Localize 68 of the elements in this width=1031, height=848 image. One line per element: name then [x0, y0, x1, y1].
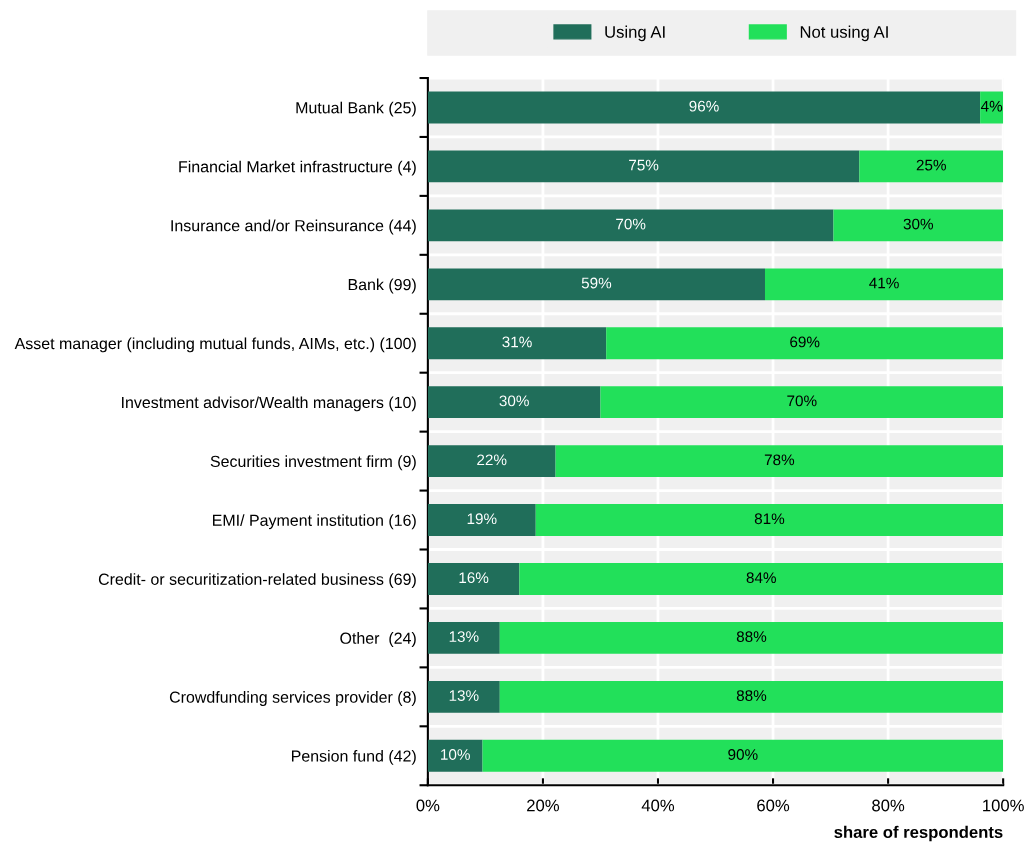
- data-label: 70%: [616, 218, 646, 230]
- data-label: 69%: [790, 336, 820, 348]
- bar: [535, 504, 1004, 536]
- bar: [427, 268, 765, 301]
- data-label: 88%: [736, 631, 767, 643]
- data-label: 70%: [787, 395, 817, 407]
- bar: [427, 504, 536, 536]
- data-label: 96%: [689, 100, 719, 112]
- bar: [606, 327, 1004, 360]
- data-label: 19%: [467, 513, 497, 525]
- bar: [427, 680, 500, 713]
- x-tick-label: 60%: [757, 799, 790, 812]
- legend-label: Using AI: [605, 25, 665, 42]
- bar: [427, 739, 483, 772]
- bar: [482, 739, 1004, 772]
- data-label: 10%: [441, 749, 470, 760]
- x-tick-label: 100%: [983, 799, 1024, 812]
- x-tick-label: 40%: [641, 799, 675, 812]
- y-tick-label: Investment advisor/Wealth managers (10): [122, 396, 416, 412]
- data-label: 90%: [728, 749, 758, 760]
- bar: [764, 268, 1004, 301]
- bar: [427, 386, 601, 419]
- bar: [833, 209, 1004, 242]
- bar: [427, 622, 500, 654]
- y-tick-label: Other (24): [340, 632, 416, 647]
- y-tick-label: Financial Market infrastructure (4): [179, 160, 416, 176]
- bar: [859, 150, 1004, 183]
- data-label: 30%: [903, 218, 934, 230]
- y-tick-label: EMI/ Payment institution (16): [213, 514, 416, 530]
- data-label: 16%: [459, 572, 489, 584]
- bar: [427, 445, 556, 478]
- data-label: 81%: [754, 513, 785, 525]
- y-tick-label: Bank (99): [348, 278, 416, 294]
- y-tick-label: Crowdfunding services provider (8): [169, 691, 416, 706]
- bar: [555, 445, 1004, 478]
- data-label: 41%: [869, 277, 899, 289]
- bar: [427, 91, 981, 124]
- data-label: 25%: [916, 159, 946, 171]
- bar: [427, 150, 860, 183]
- data-label: 88%: [736, 690, 767, 701]
- y-tick-label: Mutual Bank (25): [296, 101, 416, 117]
- bar: [427, 563, 520, 595]
- y-tick-label: Credit- or securitization-related business (69): [98, 573, 416, 589]
- bar: [427, 209, 834, 242]
- y-tick-label: Securities investment firm (9): [210, 455, 416, 471]
- bar: [499, 622, 1004, 654]
- data-label: 75%: [629, 159, 659, 171]
- data-label: 59%: [581, 277, 612, 289]
- data-label: 78%: [764, 454, 795, 466]
- x-axis-title: share of respondents: [834, 825, 1003, 842]
- x-tick-label: 20%: [527, 799, 560, 812]
- data-label: 22%: [477, 454, 507, 466]
- x-tick-label: 0%: [416, 799, 440, 812]
- data-label: 4%: [980, 100, 1003, 112]
- bar: [600, 386, 1004, 419]
- y-tick-label: Insurance and/or Reinsurance (44): [171, 219, 416, 235]
- legend-label: Not using AI: [800, 25, 888, 42]
- data-label: 31%: [502, 336, 532, 348]
- y-tick-label: Pension fund (42): [291, 749, 416, 765]
- bar: [519, 563, 1004, 595]
- bar: [427, 327, 607, 360]
- y-tick-label: Asset manager (including mutual funds, AIMs, etc.) (100): [14, 337, 416, 353]
- data-label: 13%: [449, 690, 479, 701]
- data-label: 30%: [499, 395, 529, 407]
- data-label: 84%: [746, 572, 776, 584]
- bar: [499, 680, 1004, 713]
- x-tick-label: 80%: [872, 799, 905, 812]
- data-label: 13%: [449, 631, 479, 643]
